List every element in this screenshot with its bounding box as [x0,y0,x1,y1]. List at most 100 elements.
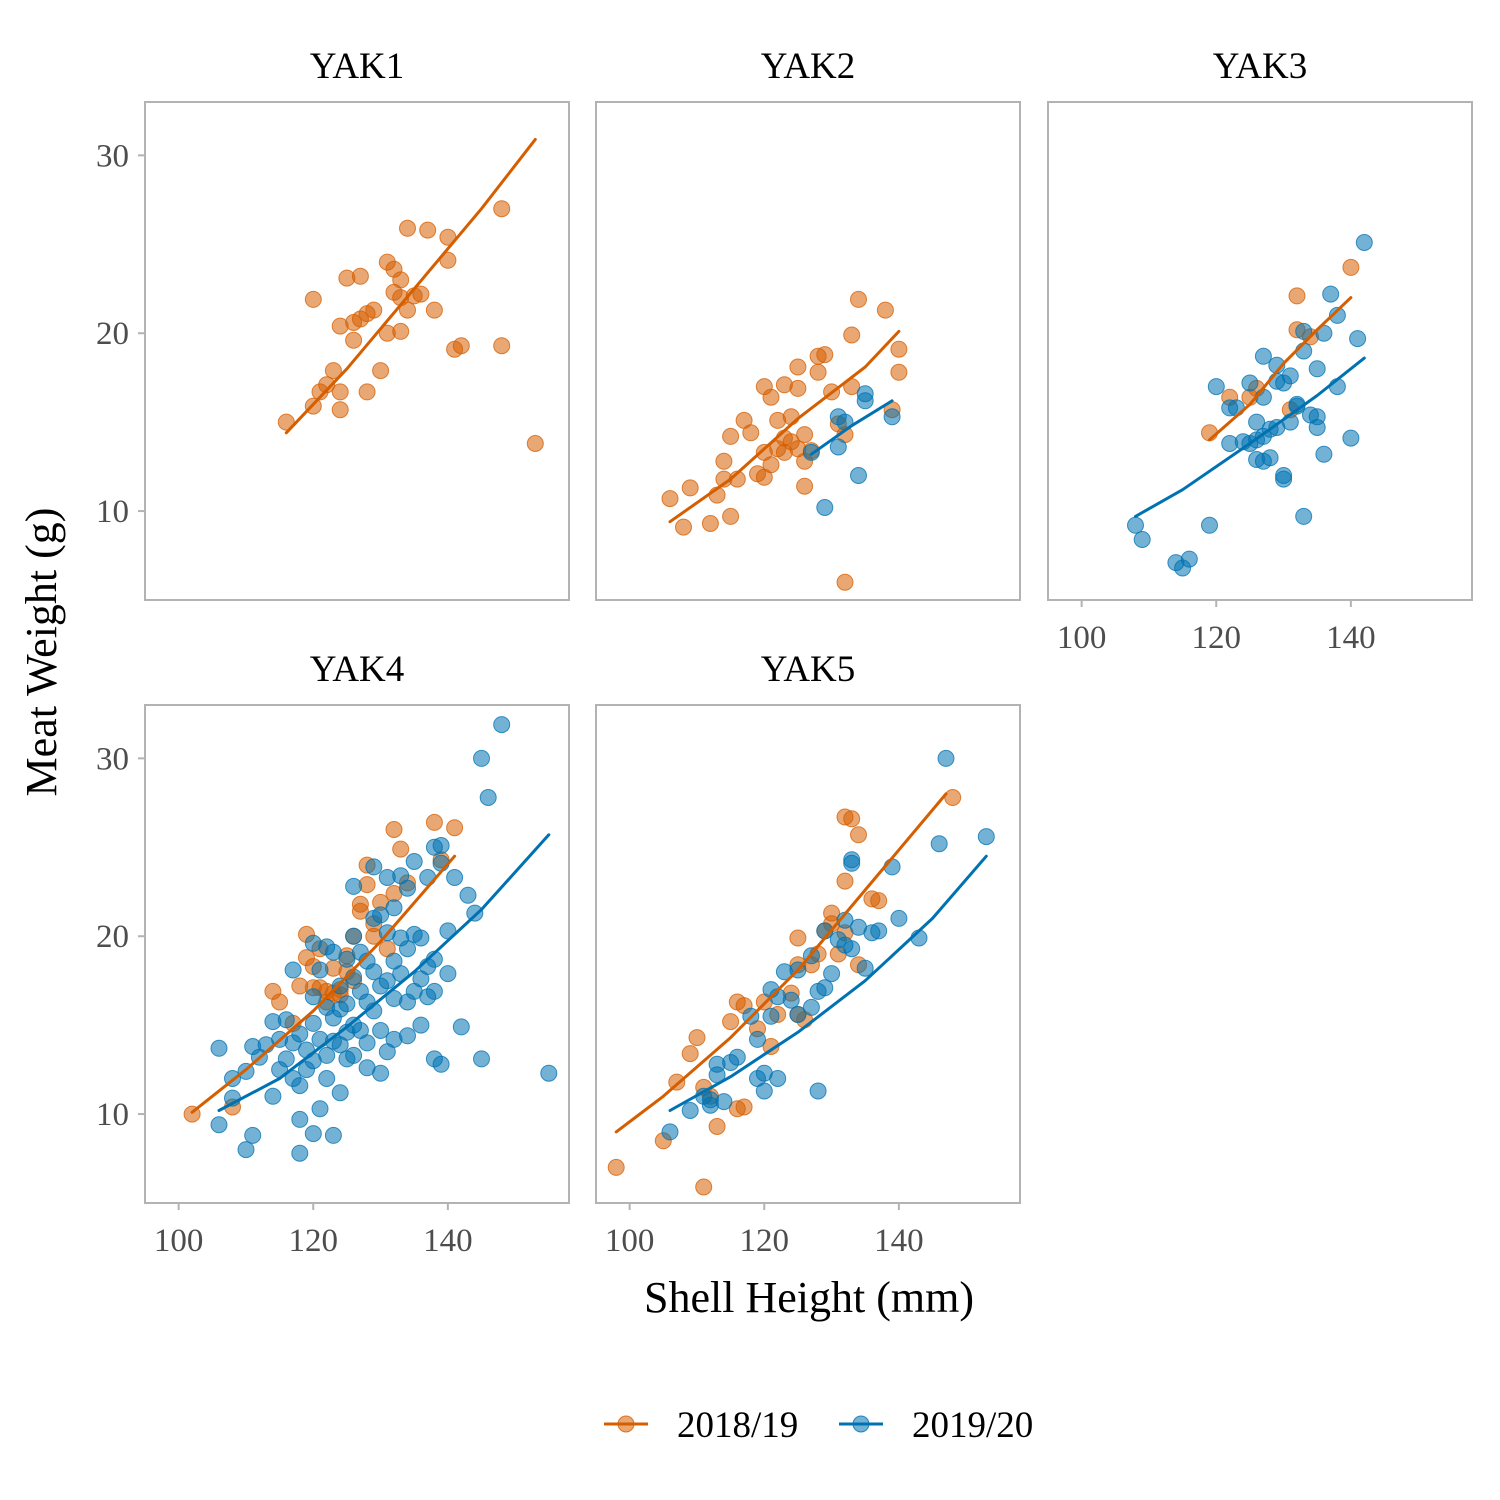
data-point-2019-20 [399,940,416,958]
fit-line-2018-19 [1208,296,1353,442]
data-point-2018-19 [890,363,908,381]
data-point-2019-20 [358,1034,376,1052]
data-point-2019-20 [1288,397,1306,415]
data-point-2019-20 [1261,449,1279,467]
data-point-2019-20 [311,961,329,979]
data-point-2019-20 [762,1007,780,1025]
data-point-2019-20 [466,904,484,922]
data-point-2019-20 [755,1082,773,1100]
data-point-2019-20 [1180,550,1198,568]
data-point-2019-20 [432,837,450,854]
data-point-2019-20 [1248,413,1266,431]
data-point-2019-20 [324,943,342,961]
y-tick-label: 20 [96,919,129,955]
data-point-2018-19 [715,452,733,470]
data-point-2019-20 [318,1070,336,1087]
facet-yak5: YAK5 100 120 140 [595,649,1021,1259]
data-point-2018-19 [681,479,699,497]
data-point-2019-20 [1349,330,1367,348]
panel-border-yak2 [595,101,1021,601]
data-point-2019-20 [479,789,497,806]
data-point-2018-19 [836,573,854,591]
data-point-2019-20 [829,438,847,456]
data-point-2018-19 [372,362,390,380]
data-point-2018-19 [890,340,908,358]
data-point-2018-19 [742,424,760,442]
data-point-2019-20 [977,828,995,846]
x-axis-title: Shell Height (mm) [644,1273,974,1322]
data-point-2018-19 [425,813,443,831]
data-point-2018-19 [836,872,854,890]
data-point-2018-19 [675,518,692,536]
data-point-2019-20 [728,1048,746,1066]
facet-yak2: YAK2 [595,46,1021,601]
data-point-2019-20 [1127,516,1144,534]
data-point-2019-20 [452,1018,470,1036]
data-point-2019-20 [937,749,955,767]
x-tick-label: 140 [1326,620,1376,656]
data-point-2019-20 [1295,507,1313,525]
data-point-2018-19 [722,1013,740,1031]
data-point-2018-19 [277,413,295,431]
data-point-2019-20 [405,853,423,870]
data-point-2019-20 [661,1123,679,1141]
data-point-2019-20 [1241,374,1259,392]
facet-title-yak5: YAK5 [761,649,856,690]
data-point-2018-19 [762,388,780,406]
data-point-2018-19 [843,326,861,344]
panel-border-yak3 [1047,101,1473,601]
data-point-2019-20 [210,1039,228,1057]
data-point-2019-20 [311,1100,329,1118]
data-point-2019-20 [446,869,464,886]
data-point-2018-19 [681,1045,699,1063]
data-point-2019-20 [459,886,477,904]
data-point-2019-20 [365,858,383,876]
data-point-2019-20 [1275,470,1293,488]
data-point-2019-20 [870,922,888,940]
data-point-2018-19 [701,515,719,532]
data-point-2019-20 [809,1082,827,1100]
data-point-2018-19 [1288,287,1306,305]
data-point-2019-20 [883,408,901,426]
data-point-2019-20 [1322,285,1340,303]
data-point-2019-20 [715,1093,733,1111]
data-point-2018-19 [331,401,349,419]
data-point-2019-20 [802,998,820,1016]
data-point-2019-20 [372,1022,390,1039]
data-point-2019-20 [304,1125,322,1143]
data-point-2019-20 [749,1030,766,1048]
x-tick-label: 100 [605,1223,655,1259]
legend: 2018/19 2019/20 [604,1405,1033,1446]
legend-label-2018-19: 2018/19 [677,1405,798,1446]
data-point-2018-19 [708,1118,726,1135]
facet-title-yak2: YAK2 [761,46,856,87]
data-point-2019-20 [331,1084,349,1102]
data-point-2019-20 [365,963,383,981]
facet-title-yak1: YAK1 [310,46,405,87]
data-point-2018-19 [809,363,827,381]
data-point-2019-20 [412,1016,430,1034]
data-point-2018-19 [789,358,807,376]
y-tick-label: 20 [96,316,129,352]
data-point-2019-20 [1308,419,1326,436]
data-point-2019-20 [789,1006,807,1023]
data-point-2019-20 [1227,399,1245,417]
panel-border-yak4 [144,704,570,1204]
data-point-2018-19 [796,477,814,495]
data-point-2018-19 [392,840,410,858]
facet-title-yak3: YAK3 [1213,46,1308,87]
data-point-2019-20 [378,972,396,990]
data-point-2019-20 [318,1046,336,1064]
legend-label-2019-20: 2019/20 [912,1405,1033,1446]
x-tick-label: 140 [423,1223,473,1259]
data-point-2018-19 [789,379,807,397]
data-point-2018-19 [607,1158,625,1176]
data-point-2019-20 [1315,445,1333,463]
data-point-2019-20 [473,1050,490,1068]
data-point-2018-19 [796,426,814,444]
data-point-2018-19 [688,1029,706,1047]
data-point-2019-20 [1295,342,1313,360]
data-point-2019-20 [439,965,457,983]
data-point-2019-20 [1328,306,1346,324]
data-point-2019-20 [277,1050,295,1068]
